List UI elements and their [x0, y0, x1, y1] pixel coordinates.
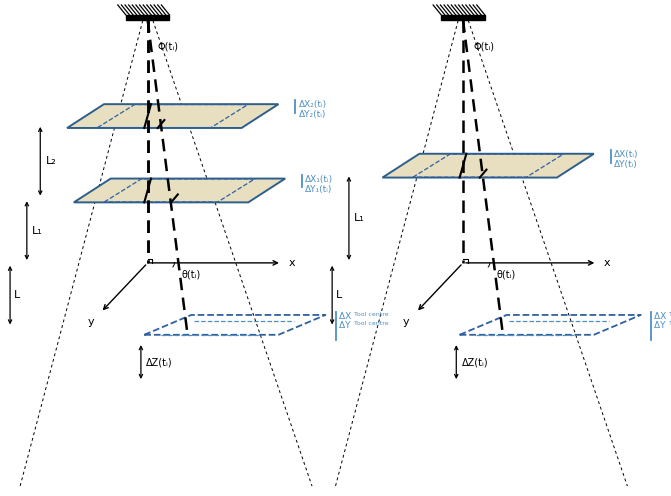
Bar — [126, 15, 169, 20]
Text: ΔZ(tᵢ): ΔZ(tᵢ) — [462, 357, 488, 367]
Polygon shape — [67, 104, 278, 128]
Text: Tool centre: Tool centre — [354, 321, 389, 326]
Text: y: y — [403, 317, 409, 327]
Polygon shape — [74, 179, 285, 202]
Text: ΔY₂(tᵢ): ΔY₂(tᵢ) — [299, 110, 326, 119]
Text: Φ(tᵢ): Φ(tᵢ) — [473, 42, 494, 52]
Text: ΔX: ΔX — [339, 312, 354, 321]
Text: ΔY: ΔY — [654, 321, 668, 330]
Text: L: L — [336, 290, 342, 300]
Text: θ(tᵢ): θ(tᵢ) — [181, 270, 201, 280]
Text: ΔX₁(tᵢ): ΔX₁(tᵢ) — [305, 175, 333, 184]
Text: y: y — [87, 317, 94, 327]
Bar — [442, 15, 484, 20]
Text: ΔY(tᵢ): ΔY(tᵢ) — [614, 160, 637, 169]
Polygon shape — [382, 154, 594, 178]
Text: Φ(tᵢ): Φ(tᵢ) — [158, 42, 178, 52]
Text: ΔX(tᵢ): ΔX(tᵢ) — [614, 150, 639, 159]
Text: Tool centre: Tool centre — [669, 321, 671, 326]
Text: x: x — [289, 258, 295, 268]
Text: ΔX₂(tᵢ): ΔX₂(tᵢ) — [299, 100, 327, 109]
Text: ΔX: ΔX — [654, 312, 670, 321]
Text: Tool centre: Tool centre — [354, 312, 389, 317]
Text: ΔY: ΔY — [339, 321, 353, 330]
Text: θ(tᵢ): θ(tᵢ) — [497, 270, 516, 280]
Text: ΔY₁(tᵢ): ΔY₁(tᵢ) — [305, 185, 333, 193]
Text: Tool centre: Tool centre — [669, 312, 671, 317]
Text: L: L — [13, 290, 19, 300]
Text: L₁: L₁ — [32, 226, 42, 236]
Text: L₁: L₁ — [354, 213, 364, 223]
Text: L₂: L₂ — [46, 156, 56, 166]
Text: ΔZ(tᵢ): ΔZ(tᵢ) — [146, 357, 173, 367]
Text: x: x — [604, 258, 611, 268]
